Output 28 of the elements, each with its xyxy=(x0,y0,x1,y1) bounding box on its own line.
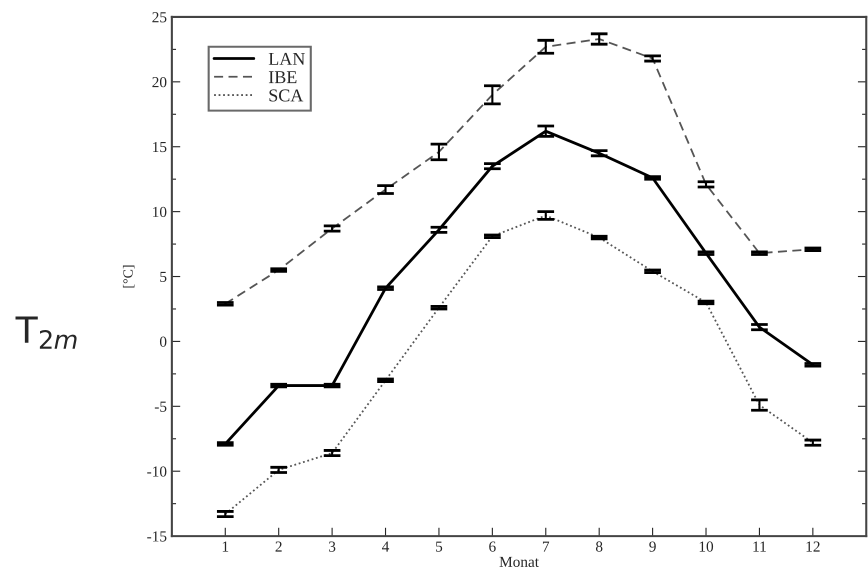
line-series xyxy=(224,214,814,515)
y-tick-label: 15 xyxy=(153,142,166,152)
x-tick-label: 1 xyxy=(222,541,228,552)
x-tick-label: 10 xyxy=(700,541,714,552)
y-tick-label: 25 xyxy=(152,12,166,22)
x-tick-label: 11 xyxy=(753,541,766,552)
y-tick-label: 20 xyxy=(152,76,166,88)
x-tick-label: 2 xyxy=(276,541,282,552)
y-tick-label: 10 xyxy=(153,206,166,218)
y-axis-title: [°C] xyxy=(122,266,134,288)
text: T$_{2m}$ xyxy=(16,316,77,349)
legend-label: IBE xyxy=(268,71,296,84)
x-tick-label: 7 xyxy=(542,542,550,552)
x-tick-label: 4 xyxy=(382,542,390,552)
x-tick-label: 8 xyxy=(596,541,602,552)
x-tick-label: 5 xyxy=(436,542,442,552)
x-tick-label: 6 xyxy=(489,541,496,552)
y-tick-label: -10 xyxy=(147,466,166,477)
y-tick-label: 5 xyxy=(160,272,166,282)
x-tick-label: 9 xyxy=(649,541,656,552)
legend-label: LAN xyxy=(268,52,305,65)
y-tick-label: -5 xyxy=(154,402,166,412)
x-tick-label: 3 xyxy=(329,541,336,552)
x-axis-title: Monat xyxy=(500,556,539,567)
legend-label: SCA xyxy=(269,89,304,102)
y-tick-label: -15 xyxy=(147,531,166,542)
x-tick-label: 12 xyxy=(806,541,820,552)
y-tick-label: 0 xyxy=(160,336,166,347)
